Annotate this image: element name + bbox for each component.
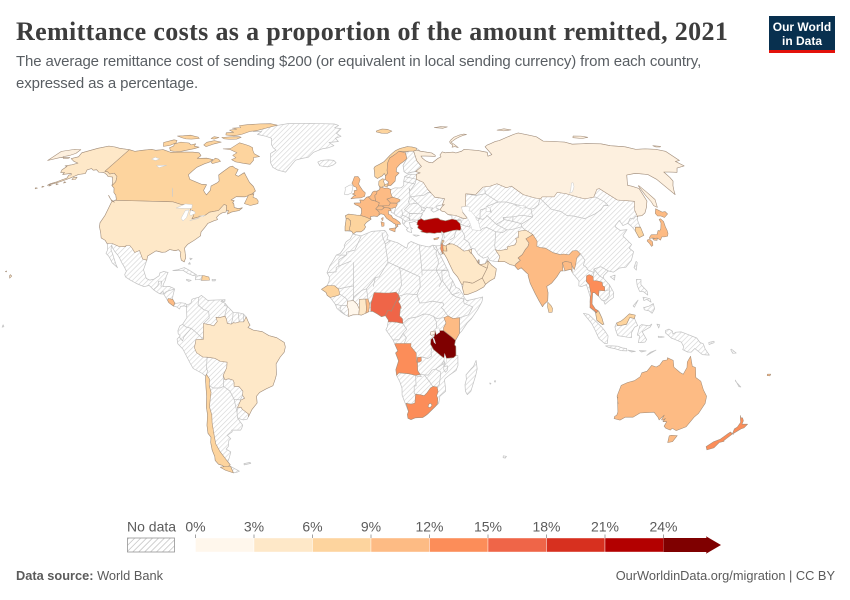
svg-text:21%: 21% bbox=[591, 519, 619, 535]
svg-text:No data: No data bbox=[127, 519, 176, 535]
svg-text:3%: 3% bbox=[244, 519, 264, 535]
svg-text:12%: 12% bbox=[415, 519, 443, 535]
svg-text:18%: 18% bbox=[532, 519, 560, 535]
svg-text:24%: 24% bbox=[649, 519, 677, 535]
svg-text:9%: 9% bbox=[361, 519, 381, 535]
svg-text:15%: 15% bbox=[474, 519, 502, 535]
svg-text:0%: 0% bbox=[185, 519, 205, 535]
svg-text:6%: 6% bbox=[302, 519, 322, 535]
